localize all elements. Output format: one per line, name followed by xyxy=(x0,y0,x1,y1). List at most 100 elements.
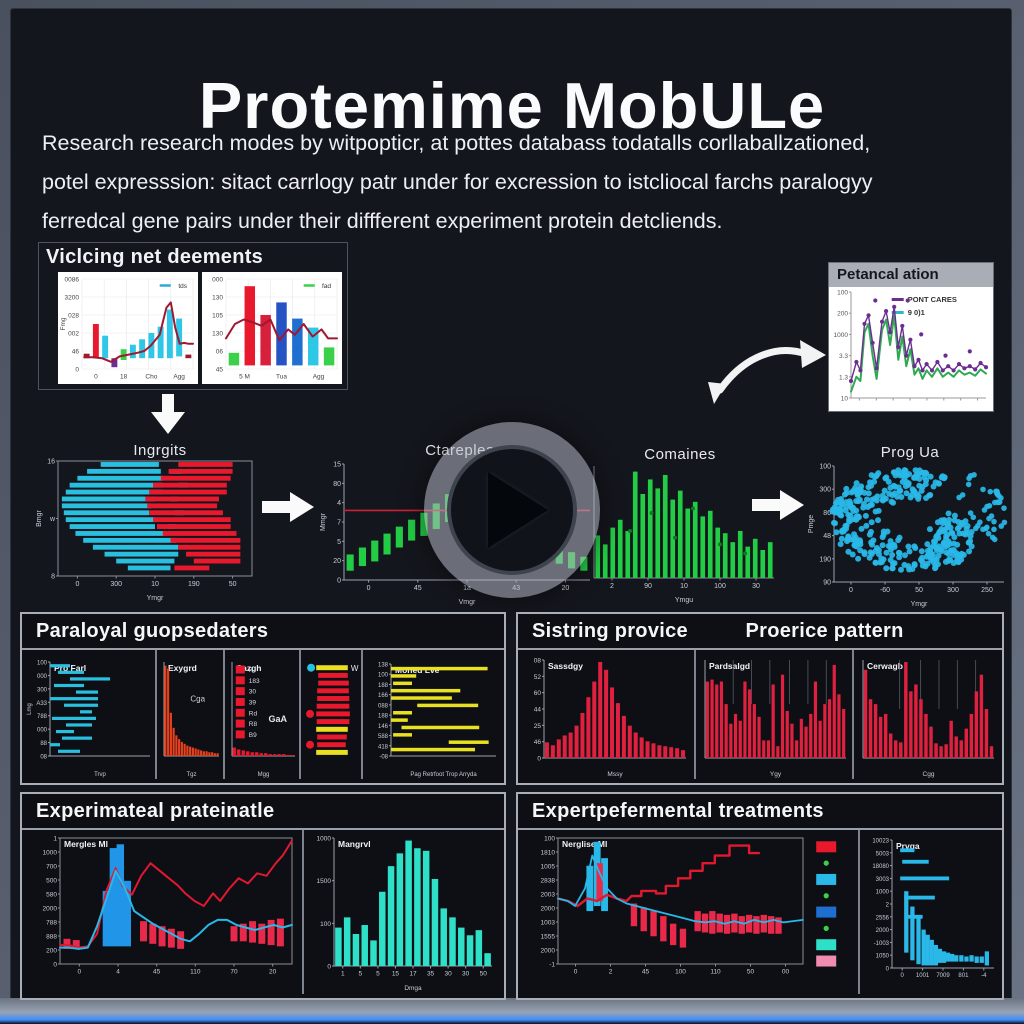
svg-text:100: 100 xyxy=(378,673,389,679)
svg-text:10: 10 xyxy=(151,581,159,588)
svg-text:4: 4 xyxy=(337,500,341,507)
flow-label-output: Prog Ua xyxy=(880,444,940,461)
svg-text:0: 0 xyxy=(901,973,905,979)
svg-text:2556: 2556 xyxy=(876,915,890,921)
svg-text:1005: 1005 xyxy=(541,864,556,871)
chart-pro-farl: 100 000 300 A33 788 000 88 08 Trvp Lmg Pro Farl xyxy=(24,652,154,778)
svg-text:-1003: -1003 xyxy=(874,941,890,947)
svg-text:1000: 1000 xyxy=(317,836,332,843)
svg-text:50: 50 xyxy=(480,971,488,978)
svg-text:Mssy: Mssy xyxy=(607,771,623,778)
svg-text:Trvp: Trvp xyxy=(94,772,106,778)
svg-text:418: 418 xyxy=(378,744,389,750)
svg-text:50: 50 xyxy=(747,969,755,976)
svg-text:130: 130 xyxy=(212,331,223,338)
svg-text:Mangrvl: Mangrvl xyxy=(338,839,371,849)
svg-text:45: 45 xyxy=(642,969,650,976)
svg-text:5 M: 5 M xyxy=(239,374,250,381)
svg-text:Pro Farl: Pro Farl xyxy=(54,663,86,673)
svg-text:3200: 3200 xyxy=(65,295,80,302)
svg-text:0: 0 xyxy=(886,967,890,973)
svg-text:200: 200 xyxy=(837,311,848,318)
subtitle-line-1: Research research modes by witpopticr, a… xyxy=(42,131,871,155)
svg-text:2838: 2838 xyxy=(541,878,556,885)
svg-text:000: 000 xyxy=(37,674,48,680)
svg-text:GaA: GaA xyxy=(269,714,288,724)
svg-text:5003: 5003 xyxy=(876,851,890,857)
svg-text:188: 188 xyxy=(378,683,389,689)
svg-text:002: 002 xyxy=(68,331,79,338)
svg-text:tds: tds xyxy=(178,283,187,290)
svg-text:Ygy: Ygy xyxy=(770,771,782,778)
svg-text:86: 86 xyxy=(823,510,831,517)
svg-text:18080: 18080 xyxy=(872,864,889,870)
svg-text:PONT CARES: PONT CARES xyxy=(908,295,957,304)
right-arrow-icon xyxy=(262,492,314,522)
svg-text:18: 18 xyxy=(120,374,128,381)
svg-text:088: 088 xyxy=(378,703,389,709)
chart-ingrgits: 16 w 8 0 300 10 190 50 Ymgr Bmgr xyxy=(34,456,260,602)
paraloyal-panel-title: Paraloyal guopsedaters xyxy=(22,614,504,650)
svg-text:2000: 2000 xyxy=(541,906,556,913)
svg-text:Cerwagb: Cerwagb xyxy=(867,661,903,671)
svg-text:0: 0 xyxy=(75,581,79,588)
svg-text:1001: 1001 xyxy=(916,973,930,979)
svg-text:Pardsalgd: Pardsalgd xyxy=(709,661,750,671)
svg-text:10023: 10023 xyxy=(872,839,889,845)
svg-text:2003: 2003 xyxy=(541,892,556,899)
svg-text:10: 10 xyxy=(680,583,688,590)
svg-text:1: 1 xyxy=(341,971,345,978)
svg-text:8: 8 xyxy=(51,574,55,581)
expertpefermental-panel: Expertpefermental treatments 100 1810 1005… xyxy=(516,792,1004,1000)
svg-text:3003: 3003 xyxy=(876,877,890,883)
svg-text:20: 20 xyxy=(562,585,570,592)
svg-text:Sassdgy: Sassdgy xyxy=(548,661,583,671)
flow-label-inputs: Ingrgits xyxy=(133,442,187,459)
svg-text:0: 0 xyxy=(337,578,341,585)
svg-text:Cazgh: Cazgh xyxy=(236,663,262,673)
svg-text:500: 500 xyxy=(46,878,57,885)
chart-viclcing-left: 0086 3200 028 002 46 0 0 18 Cho Agg Fmg tds xyxy=(58,272,198,384)
svg-text:0: 0 xyxy=(94,374,98,381)
svg-text:0: 0 xyxy=(53,962,57,969)
svg-text:Rd: Rd xyxy=(249,710,258,717)
svg-text:0: 0 xyxy=(327,964,331,971)
svg-text:w: w xyxy=(49,516,56,523)
svg-text:300: 300 xyxy=(819,487,831,494)
svg-text:A33: A33 xyxy=(36,701,47,707)
chart-red-yellow-bars: W xyxy=(303,652,360,778)
svg-text:788: 788 xyxy=(37,714,48,720)
svg-text:1003: 1003 xyxy=(541,920,556,927)
svg-text:17: 17 xyxy=(409,971,417,978)
svg-text:1.3: 1.3 xyxy=(839,374,848,381)
svg-text:2000: 2000 xyxy=(43,906,58,913)
svg-text:90: 90 xyxy=(644,583,652,590)
chart-exygrd: Tgz Exygrd Cga xyxy=(159,652,222,778)
petancal-panel-title: Petancal ation xyxy=(829,263,993,287)
chart-prog-ua: 100 300 86 48 190 90 0 -60 50 300 250 Ymgr Pmge xyxy=(806,452,1012,608)
chart-pardsalgd: Ygy Pardsalgd xyxy=(698,652,850,778)
svg-text:100: 100 xyxy=(819,464,831,471)
svg-text:190: 190 xyxy=(188,581,200,588)
svg-text:2: 2 xyxy=(886,903,890,909)
svg-text:Nerglise Ml: Nerglise Ml xyxy=(562,839,607,849)
svg-text:130: 130 xyxy=(212,295,223,302)
svg-text:45: 45 xyxy=(216,367,224,374)
play-button[interactable] xyxy=(424,422,600,598)
svg-text:801: 801 xyxy=(958,973,969,979)
down-arrow-icon xyxy=(151,394,185,434)
svg-text:5: 5 xyxy=(376,971,380,978)
svg-text:30: 30 xyxy=(249,689,257,696)
svg-text:10: 10 xyxy=(841,396,849,403)
chart-cerwagb: Cgg Cerwagb xyxy=(856,652,998,778)
right-arrow-icon xyxy=(752,490,804,520)
svg-text:08: 08 xyxy=(40,755,47,761)
svg-text:Prvga: Prvga xyxy=(896,841,920,851)
svg-text:45: 45 xyxy=(153,969,161,976)
chart-petancal: 100 200 1000 3.3 1.3 10 PONT CARES 9 0)1 xyxy=(829,287,991,409)
svg-text:20: 20 xyxy=(269,969,277,976)
svg-text:100: 100 xyxy=(714,583,726,590)
svg-text:1000: 1000 xyxy=(43,850,58,857)
svg-text:Cga: Cga xyxy=(190,694,205,703)
svg-text:110: 110 xyxy=(710,969,721,976)
